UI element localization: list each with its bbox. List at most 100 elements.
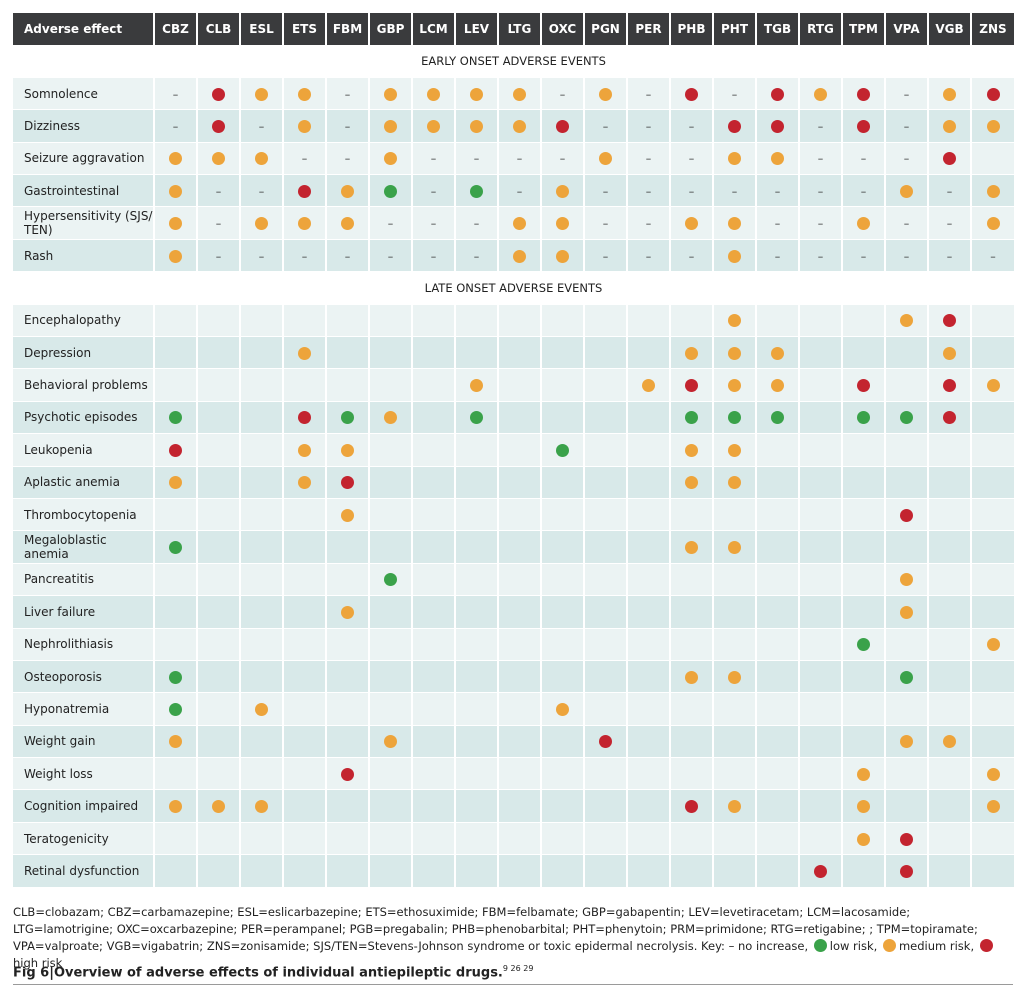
row-label: Liver failure [13,595,155,629]
cell-tpm [842,498,886,532]
no-increase-dash: – [645,217,652,231]
cell-clb: – [197,174,241,208]
medium-risk-dot [685,443,698,457]
cell-pgn: – [584,174,628,208]
cell-rtg: – [799,174,843,208]
medium-risk-dot [169,735,182,749]
cell-per [627,401,671,435]
cell-vpa [885,401,929,435]
cell-oxc [541,757,585,791]
medium-risk-dot [943,119,956,133]
cell-lcm: – [412,239,456,273]
high-risk-dot [341,767,354,781]
cell-phb [670,725,714,759]
cell-per: – [627,206,671,240]
medium-risk-dot [986,767,1000,781]
cell-ets [283,725,327,759]
cell-gbp [369,498,413,532]
cell-esl [240,789,284,823]
no-increase-dash: – [344,87,351,101]
cell-ets [283,336,327,370]
cell-ltg [498,239,542,273]
cell-oxc [541,498,585,532]
medium-risk-dot [298,443,311,457]
cell-clb [197,336,241,370]
cell-rtg: – [799,239,843,273]
cell-vpa [885,725,929,759]
medium-risk-dot [599,87,612,101]
cell-lcm [412,368,456,402]
row-label: Depression [13,336,155,370]
cell-vgb [928,530,972,564]
no-increase-dash: – [258,119,265,133]
cell-tpm [842,595,886,629]
cell-oxc [541,563,585,597]
cell-ets [283,304,327,338]
cell-ets [283,466,327,499]
medium-risk-dot [255,800,268,814]
cell-pgn [584,401,628,435]
table-body: EARLY ONSET ADVERSE EVENTS Somnolence – – – –… [13,45,1014,888]
cell-per [627,336,671,370]
cell-esl [240,142,284,176]
no-increase-dash: – [516,152,523,166]
cell-pgn [584,433,628,467]
medium-risk-dot [728,379,741,393]
cell-vgb [928,725,972,759]
cell-cbz [154,628,198,661]
high-risk-dot [298,411,311,425]
cell-ets [283,368,327,402]
cell-ets [283,174,327,208]
high-risk-dot [728,119,741,133]
cell-lev [455,692,499,726]
cell-vgb [928,401,972,435]
no-increase-dash: – [946,184,953,198]
header-drug-tpm: TPM [842,13,886,45]
cell-pgn [584,336,628,370]
row-label: Rash [13,239,155,273]
medium-risk-dot [728,249,741,263]
cell-clb [197,725,241,759]
cell-vpa [885,530,929,564]
cell-esl [240,757,284,791]
cell-zns [971,174,1014,208]
no-increase-dash: – [258,184,265,198]
cell-vgb [928,822,972,856]
medium-risk-dot [943,346,956,360]
cell-pgn: – [584,206,628,240]
cell-zns [971,304,1014,338]
caption-references: 9 26 29 [502,964,534,973]
cell-vpa: – [885,206,929,240]
high-risk-dot [986,87,1000,101]
low-risk-dot [857,411,870,425]
cell-esl [240,368,284,402]
cell-clb: – [197,239,241,273]
cell-lcm [412,660,456,694]
cell-ltg [498,498,542,532]
table-row: Gastrointestinal – – – – – – – – – – – – [13,174,1014,208]
medium-risk-dot [685,217,698,231]
no-increase-dash: – [430,152,437,166]
cell-oxc [541,206,585,240]
cell-ets [283,530,327,564]
cell-per [627,563,671,597]
cell-fbm: – [326,142,370,176]
cell-vgb [928,854,972,888]
cell-phb [670,628,714,661]
cell-ets [283,628,327,661]
cell-pgn [584,822,628,856]
cell-tgb [756,142,800,176]
medium-risk-dot [556,184,569,198]
cell-gbp [369,530,413,564]
cell-pht [713,109,757,143]
medium-risk-dot [169,152,182,166]
medium-risk-dot [384,87,397,101]
high-risk-dot [341,476,354,490]
abbreviations-text: CLB=clobazam; CBZ=carbamazepine; ESL=esl… [13,905,978,953]
medium-risk-dot [728,476,741,490]
table-row: Teratogenicity [13,822,1014,856]
cell-tpm [842,77,886,111]
cell-pht [713,368,757,402]
cell-pht [713,692,757,726]
high-risk-dot [212,87,225,101]
